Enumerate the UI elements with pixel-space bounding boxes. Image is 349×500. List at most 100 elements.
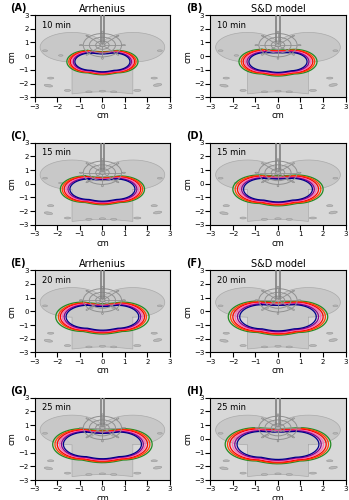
Text: (E): (E) [10,258,26,268]
X-axis label: cm: cm [96,366,109,375]
Text: (D): (D) [186,131,203,141]
Ellipse shape [261,35,264,37]
Ellipse shape [220,212,228,214]
Ellipse shape [86,218,92,220]
Ellipse shape [292,181,295,183]
Ellipse shape [292,290,295,292]
Ellipse shape [277,158,279,160]
Ellipse shape [154,338,162,342]
Ellipse shape [240,344,246,346]
Text: 15 min: 15 min [217,148,246,158]
Ellipse shape [292,162,295,164]
Ellipse shape [86,162,89,164]
X-axis label: cm: cm [96,238,109,248]
Ellipse shape [240,472,246,474]
Ellipse shape [329,84,337,86]
Ellipse shape [102,414,103,416]
Ellipse shape [223,460,229,462]
Ellipse shape [220,84,228,87]
Text: 15 min: 15 min [42,148,70,158]
Ellipse shape [277,440,279,442]
Ellipse shape [86,418,89,420]
Text: (F): (F) [186,258,202,268]
Ellipse shape [59,310,63,312]
Ellipse shape [265,52,269,54]
Ellipse shape [218,50,223,51]
Ellipse shape [277,286,279,288]
Polygon shape [40,160,165,222]
Ellipse shape [116,418,119,420]
Ellipse shape [275,218,281,220]
Ellipse shape [309,217,317,219]
Ellipse shape [99,346,106,347]
Ellipse shape [86,54,89,55]
Ellipse shape [43,50,47,51]
Ellipse shape [287,307,291,308]
Text: 20 min: 20 min [217,276,246,285]
Ellipse shape [111,474,117,476]
Ellipse shape [112,180,116,181]
Ellipse shape [329,211,337,214]
Ellipse shape [327,460,333,462]
Ellipse shape [116,162,119,164]
Ellipse shape [44,340,53,342]
Ellipse shape [261,218,268,220]
Ellipse shape [154,466,162,469]
Ellipse shape [261,290,264,292]
Ellipse shape [64,344,71,346]
Ellipse shape [298,44,301,46]
Ellipse shape [292,35,295,37]
Ellipse shape [309,472,317,474]
Ellipse shape [86,35,89,37]
Ellipse shape [116,181,119,183]
Ellipse shape [111,91,117,92]
Ellipse shape [255,172,258,174]
Title: Arrhenius: Arrhenius [79,4,126,14]
Ellipse shape [275,90,281,92]
Polygon shape [216,415,340,476]
Ellipse shape [154,84,162,86]
Ellipse shape [255,44,258,46]
Ellipse shape [43,305,47,306]
Circle shape [275,426,281,430]
Ellipse shape [134,90,141,92]
Circle shape [100,426,105,430]
Ellipse shape [86,181,89,183]
Ellipse shape [277,57,279,59]
Ellipse shape [47,204,54,206]
Circle shape [100,171,105,174]
Ellipse shape [286,218,292,220]
Ellipse shape [151,77,157,79]
Ellipse shape [261,54,264,55]
Ellipse shape [275,473,281,474]
Ellipse shape [223,77,229,79]
Polygon shape [40,32,165,94]
Ellipse shape [309,344,317,346]
Text: 25 min: 25 min [42,404,70,412]
Ellipse shape [292,308,295,310]
Ellipse shape [102,158,103,160]
Ellipse shape [102,312,103,314]
Ellipse shape [261,346,268,348]
Polygon shape [216,288,340,349]
Ellipse shape [255,300,258,301]
X-axis label: cm: cm [272,366,284,375]
Ellipse shape [122,300,126,301]
Ellipse shape [223,204,229,206]
Circle shape [275,44,281,47]
Ellipse shape [122,172,126,174]
Polygon shape [40,288,165,349]
Ellipse shape [286,91,292,92]
Ellipse shape [234,182,239,184]
Ellipse shape [44,212,53,214]
Ellipse shape [59,438,63,439]
Ellipse shape [261,474,268,476]
Y-axis label: cm: cm [184,305,192,318]
Ellipse shape [333,50,338,51]
Ellipse shape [327,204,333,206]
Ellipse shape [59,182,63,184]
Ellipse shape [89,434,93,436]
Ellipse shape [287,180,291,181]
Ellipse shape [89,52,93,54]
Ellipse shape [111,346,117,348]
